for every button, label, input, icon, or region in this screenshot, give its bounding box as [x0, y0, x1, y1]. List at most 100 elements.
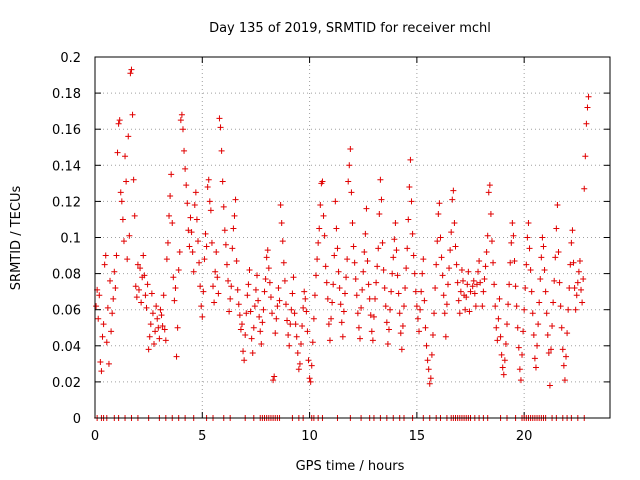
data-point: [444, 281, 451, 288]
data-point: [481, 276, 488, 283]
data-point: [307, 378, 314, 385]
data-point: [118, 198, 125, 205]
data-point: [145, 346, 152, 353]
data-point: [306, 375, 313, 382]
data-point: [104, 304, 111, 311]
data-point: [429, 331, 436, 338]
data-point: [375, 245, 382, 252]
data-point: [198, 303, 205, 310]
data-point: [567, 261, 574, 268]
data-point: [200, 288, 207, 295]
data-point: [442, 333, 449, 340]
data-point: [267, 294, 274, 301]
data-point: [339, 333, 346, 340]
data-point: [585, 93, 592, 100]
data-point: [491, 281, 498, 288]
data-point: [155, 324, 162, 331]
data-point: [575, 268, 582, 275]
data-point: [425, 366, 432, 373]
data-point: [347, 146, 354, 153]
data-point: [483, 248, 490, 255]
data-point: [573, 292, 580, 299]
data-point: [134, 261, 141, 268]
data-point: [242, 331, 249, 338]
data-point: [500, 371, 507, 378]
data-point: [107, 277, 114, 284]
data-point: [133, 294, 140, 301]
data-point: [379, 239, 386, 246]
data-point: [233, 257, 240, 264]
data-point: [129, 111, 136, 118]
data-point: [269, 310, 276, 317]
data-point: [249, 350, 256, 357]
data-point: [498, 351, 505, 358]
x-tick-label: 10: [301, 429, 318, 444]
data-point: [302, 295, 309, 302]
y-tick-labels: 0 0.02 0.04 0.06 0.08 0.1 0.12 0.14 0.16 0.18 0.2: [52, 51, 81, 427]
data-point: [476, 257, 483, 264]
data-point: [277, 202, 284, 209]
data-point: [275, 285, 282, 292]
data-point: [244, 292, 251, 299]
data-point: [440, 292, 447, 299]
data-point: [538, 254, 545, 261]
data-point: [543, 310, 550, 317]
data-point: [546, 382, 553, 389]
data-point: [174, 324, 181, 331]
data-point: [321, 232, 328, 239]
data-point: [448, 229, 455, 236]
data-point: [561, 377, 568, 384]
data-point: [517, 377, 524, 384]
data-point: [324, 295, 331, 302]
data-point: [493, 324, 500, 331]
data-point: [391, 236, 398, 243]
data-point: [144, 281, 151, 288]
x-tick-label: 0: [91, 429, 99, 444]
data-point: [416, 328, 423, 335]
data-point: [485, 189, 492, 196]
data-point: [454, 279, 461, 286]
data-point: [141, 272, 148, 279]
data-point: [270, 377, 277, 384]
data-point: [259, 319, 266, 326]
data-point: [556, 279, 563, 286]
data-point: [147, 321, 154, 328]
data-point: [261, 288, 268, 295]
data-point: [266, 279, 273, 286]
data-point: [369, 337, 376, 344]
data-point: [364, 257, 371, 264]
data-point: [284, 317, 291, 324]
data-point: [385, 326, 392, 333]
data-point: [287, 321, 294, 328]
data-point: [169, 220, 176, 227]
data-point: [171, 297, 178, 304]
data-point: [506, 281, 513, 288]
data-point: [352, 276, 359, 283]
data-point: [345, 178, 352, 185]
data-point: [412, 288, 419, 295]
data-point: [161, 326, 168, 333]
data-point: [323, 279, 330, 286]
y-tick-label: 0.2: [60, 51, 81, 66]
data-point: [214, 274, 221, 281]
data-point: [186, 243, 193, 250]
data-point: [446, 265, 453, 272]
data-point: [349, 220, 356, 227]
data-point: [331, 252, 338, 259]
data-point: [260, 306, 267, 313]
data-point: [168, 171, 175, 178]
data-point: [335, 268, 342, 275]
data-point: [225, 277, 232, 284]
data-point: [188, 229, 195, 236]
data-point: [410, 252, 417, 259]
data-point: [292, 321, 299, 328]
data-point: [574, 279, 581, 286]
x-tick-label: 5: [198, 429, 206, 444]
data-point: [300, 304, 307, 311]
data-point: [490, 259, 497, 266]
data-point: [103, 339, 110, 346]
data-point: [505, 301, 512, 308]
data-point: [426, 380, 433, 387]
data-point: [112, 285, 119, 292]
